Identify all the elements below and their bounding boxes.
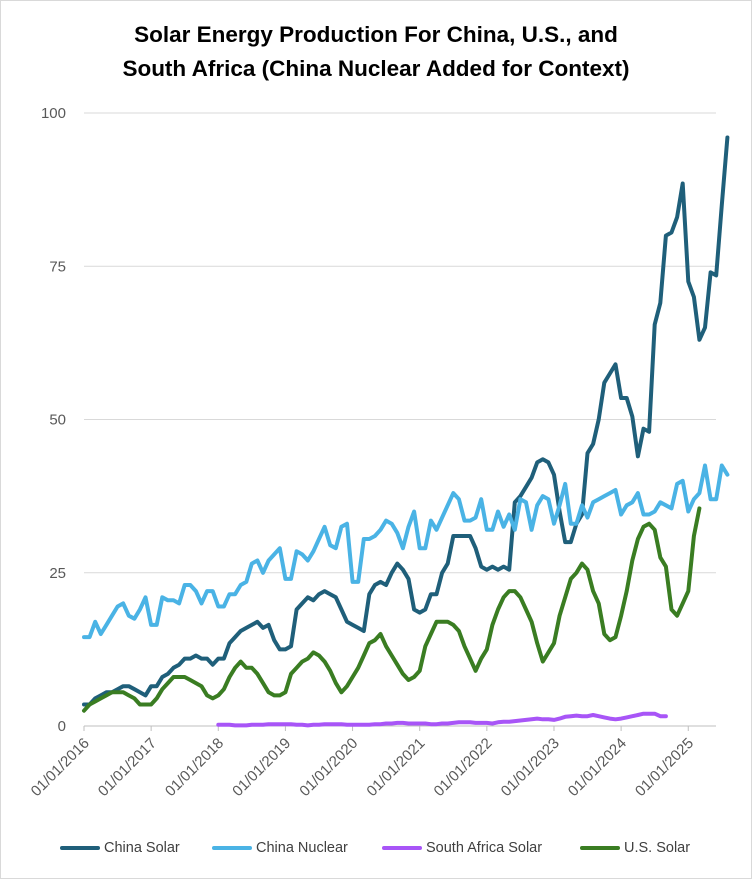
- y-tick-label: 50: [49, 412, 66, 429]
- x-tick-label: 01/01/2025: [632, 735, 697, 800]
- x-tick-label: 01/01/2016: [28, 735, 93, 800]
- series-line-china-solar: [82, 135, 730, 707]
- legend-swatch-us-solar: [580, 846, 620, 850]
- legend-swatch-china-nuclear: [212, 846, 252, 850]
- legend-label-us-solar: U.S. Solar: [624, 840, 691, 856]
- legend-label-china-nuclear: China Nuclear: [256, 840, 348, 856]
- chart-title: Solar Energy Production For China, U.S.,…: [0, 18, 752, 86]
- x-tick-label: 01/01/2024: [565, 735, 630, 800]
- legend: China Solar China Nuclear South Africa S…: [0, 836, 752, 860]
- chart-title-line-1: Solar Energy Production For China, U.S.,…: [134, 22, 618, 47]
- series-line-south-africa-solar: [216, 711, 668, 728]
- legend-item-south-africa-solar: South Africa Solar: [382, 836, 542, 860]
- y-tick-label: 25: [49, 565, 66, 582]
- x-axis-ticks: 01/01/2016 01/01/2017 01/01/2018 01/01/2019…: [28, 726, 697, 800]
- legend-label-china-solar: China Solar: [104, 840, 180, 856]
- legend-item-china-nuclear: China Nuclear: [212, 836, 348, 860]
- y-tick-label: 0: [58, 718, 66, 735]
- legend-swatch-south-africa-solar: [382, 846, 422, 850]
- legend-swatch-china-solar: [60, 846, 100, 850]
- x-tick-label: 01/01/2022: [431, 735, 496, 800]
- series-line-china-nuclear: [82, 463, 730, 640]
- legend-item-us-solar: U.S. Solar: [580, 836, 690, 860]
- x-tick-label: 01/01/2018: [162, 735, 227, 800]
- legend-label-south-africa-solar: South Africa Solar: [426, 840, 543, 856]
- x-tick-label: 01/01/2017: [95, 735, 160, 800]
- x-tick-label: 01/01/2019: [229, 735, 294, 800]
- x-tick-label: 01/01/2021: [363, 735, 428, 800]
- x-tick-label: 01/01/2023: [498, 735, 563, 800]
- x-tick-label: 01/01/2020: [296, 735, 361, 800]
- gridlines: [84, 112, 716, 574]
- chart-title-line-2: South Africa (China Nuclear Added for Co…: [122, 56, 630, 81]
- series-lines: [82, 135, 730, 728]
- y-axis-ticks: 0 25 50 75 100: [41, 105, 66, 735]
- y-tick-label: 75: [49, 258, 66, 275]
- series-line-u-s-solar: [82, 506, 702, 713]
- legend-item-china-solar: China Solar: [60, 836, 180, 860]
- y-tick-label: 100: [41, 105, 66, 122]
